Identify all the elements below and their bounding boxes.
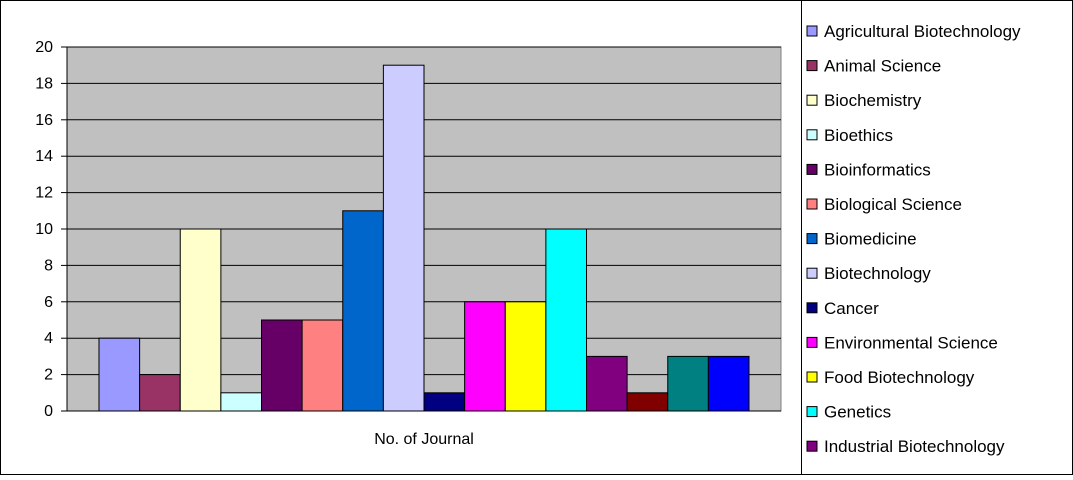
legend: Agricultural Biotechnology Animal Science… [806,22,1021,456]
bar [545,228,587,412]
legend-label: Biotechnology [824,264,931,283]
bar [342,210,384,412]
y-tick-label: 18 [35,75,53,92]
bar [586,355,628,412]
bar [504,301,547,412]
legend-swatch [806,371,818,383]
y-tick-label: 6 [44,294,53,311]
legend-label: Agricultural Biotechnology [824,22,1021,41]
y-tick-label: 8 [44,257,53,274]
legend-label: Biochemistry [824,91,922,110]
y-tick-label: 4 [44,330,53,347]
legend-swatch [806,60,818,72]
legend-swatch [806,129,818,141]
bar [301,319,344,412]
bar [382,64,425,412]
bar [98,337,141,412]
legend-label: Genetics [824,403,891,422]
y-tick-label: 0 [44,403,53,420]
y-tick-label: 14 [35,148,53,165]
bar [261,319,303,412]
bar [423,392,466,412]
bar [707,355,750,412]
legend-label: Food Biotechnology [824,368,975,387]
bar [667,355,709,412]
legend-label: Bioethics [824,126,893,145]
legend-label: Cancer [824,299,879,318]
legend-label: Bioinformatics [824,160,931,179]
legend-swatch [806,406,818,418]
legend-swatch [806,302,818,314]
y-tick-label: 2 [44,367,53,384]
legend-label: Environmental Science [824,333,998,352]
y-tick-label: 12 [35,185,53,202]
bar [139,374,181,412]
x-axis-label: No. of Journal [374,431,474,448]
legend-swatch [806,440,818,452]
legend-box [801,0,1073,475]
legend-swatch [806,336,818,348]
bar [626,392,669,412]
y-tick-label: 20 [35,39,53,56]
legend-label: Industrial Biotechnology [824,437,1005,456]
legend-swatch [806,25,818,37]
legend-swatch [806,94,818,106]
y-tick-label: 16 [35,112,53,129]
y-tick-label: 10 [35,221,53,238]
bar [220,392,262,412]
bar [179,228,222,412]
legend-label: Animal Science [824,57,941,76]
legend-swatch [806,163,818,175]
legend-label: Biological Science [824,195,962,214]
legend-swatch [806,233,818,245]
legend-label: Biomedicine [824,230,917,249]
legend-swatch [806,198,818,210]
y-axis: 0 2 4 6 8 10 12 14 16 18 20 [35,39,781,420]
legend-swatch [806,267,818,279]
bar [464,301,506,412]
